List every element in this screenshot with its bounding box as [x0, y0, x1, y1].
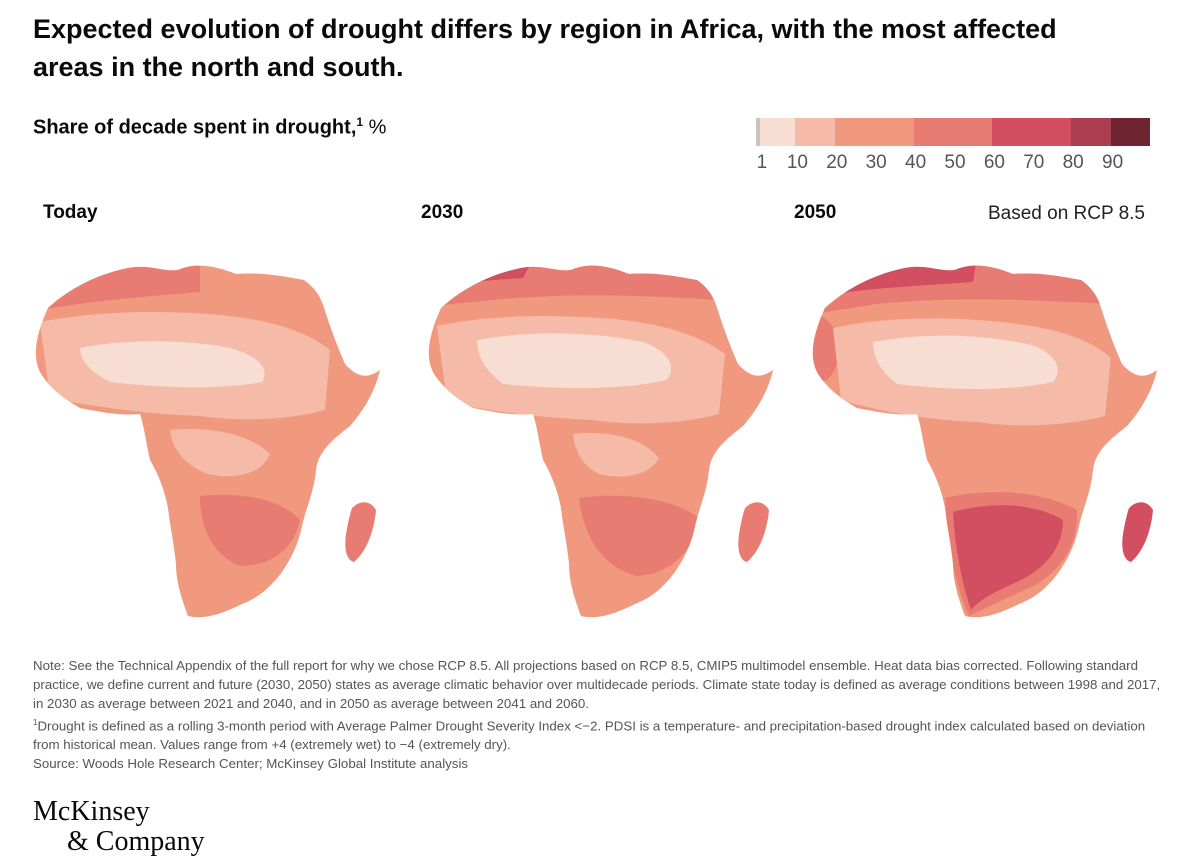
- panel-label-today: Today: [43, 202, 98, 223]
- map-2050: [812, 265, 1158, 618]
- legend-tick-label: 80: [1062, 152, 1084, 173]
- drought-region: [579, 495, 699, 576]
- scenario-label: Based on RCP 8.5: [987, 203, 1145, 224]
- legend-tick-label: 1: [756, 152, 768, 173]
- legend-tick-labels: 1 10 20 30 40 50 60 70 80 90: [756, 152, 1150, 176]
- madagascar-region: [1122, 502, 1153, 562]
- legend-bin: [795, 118, 835, 146]
- legend-tick-label: 30: [865, 152, 887, 173]
- drought-region: [829, 265, 887, 276]
- footnote-text: Drought is defined as a rolling 3-month …: [33, 718, 1146, 753]
- legend-bin: [1071, 118, 1111, 146]
- panel-label-2050: 2050: [794, 202, 837, 223]
- legend-bin: [1110, 118, 1151, 146]
- subtitle-footnote-mark: 1: [356, 115, 364, 129]
- legend-tick-label: 50: [944, 152, 966, 173]
- subtitle-unit: %: [363, 116, 387, 139]
- legend-color-bar: [756, 118, 1151, 146]
- legend-bin-start: [756, 118, 760, 146]
- legend-bin: [834, 118, 914, 146]
- drought-region: [573, 433, 659, 477]
- map-2030: [428, 265, 774, 618]
- drought-region: [873, 335, 1058, 389]
- footnote-mark: 1: [33, 718, 38, 727]
- logo-line-2: & Company: [67, 826, 205, 857]
- legend-tick-label: 70: [1023, 152, 1045, 173]
- chart-subtitle: Share of decade spent in drought,1 %: [33, 115, 386, 140]
- legend-tick-label: 60: [983, 152, 1005, 173]
- source-text: Source: Woods Hole Research Center; McKi…: [33, 756, 469, 772]
- madagascar-region: [345, 502, 376, 562]
- drought-region: [80, 341, 265, 388]
- legend-tick-label: 20: [826, 152, 848, 173]
- legend-tick-label: 10: [786, 152, 808, 173]
- legend-tick-label: 40: [905, 152, 927, 173]
- legend-tick-label: 90: [1102, 152, 1124, 173]
- chart-notes: Note: See the Technical Appendix of the …: [33, 656, 1163, 773]
- subtitle-text: Share of decade spent in drought,: [33, 116, 357, 139]
- legend-bin: [992, 118, 1072, 146]
- chart-title: Expected evolution of drought differs by…: [33, 14, 1057, 82]
- drought-region: [170, 429, 270, 477]
- map-today: [35, 265, 381, 618]
- note-text: Note: See the Technical Appendix of the …: [33, 658, 1161, 711]
- drought-region: [200, 494, 300, 566]
- footnote-line: 1Drought is defined as a rolling 3-month…: [33, 713, 1163, 754]
- madagascar-region: [738, 502, 769, 562]
- drought-region: [477, 333, 672, 389]
- drought-region: [953, 505, 1063, 610]
- legend-bin: [760, 118, 796, 146]
- panel-label-2030: 2030: [421, 202, 464, 223]
- mckinsey-logo: McKinsey & Company: [33, 797, 205, 857]
- color-legend: 1 10 20 30 40 50 60 70 80 90: [756, 118, 1151, 176]
- logo-line-1: McKinsey: [33, 796, 150, 827]
- legend-bin: [913, 118, 993, 146]
